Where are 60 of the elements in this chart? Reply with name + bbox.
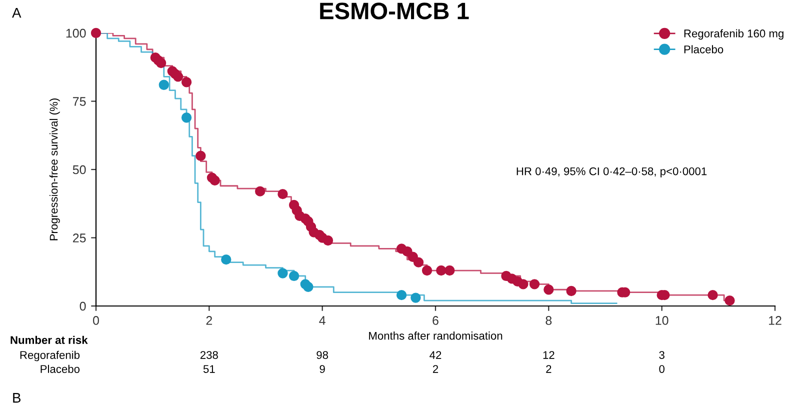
text: 9	[320, 365, 325, 373]
text: Placebo	[40, 364, 80, 373]
point	[158, 80, 169, 90]
point	[422, 265, 432, 276]
point	[196, 150, 206, 161]
text: Number at risk	[10, 336, 88, 344]
point	[181, 112, 192, 123]
point	[172, 72, 184, 82]
text: 51	[203, 365, 215, 373]
y-tick-label: 0	[80, 302, 86, 311]
point	[255, 186, 266, 196]
text: Regorafenib	[20, 350, 80, 362]
text: 0	[659, 365, 664, 373]
text: 3	[659, 351, 664, 359]
y-tick-label: 100	[66, 28, 86, 38]
x-tick-label: 4	[319, 316, 326, 325]
point	[436, 265, 446, 276]
legend-label: Regorafenib 160 mg	[684, 29, 784, 40]
point	[156, 58, 166, 68]
point	[529, 279, 540, 290]
point	[181, 77, 192, 88]
point	[410, 292, 421, 303]
text: 238	[200, 351, 218, 359]
point	[221, 254, 232, 265]
x-axis-title: Months after randomisation	[369, 332, 502, 340]
point	[413, 257, 424, 268]
x-tick-label: 6	[432, 316, 438, 325]
point	[396, 290, 407, 300]
text: 98	[316, 351, 328, 359]
point	[322, 235, 334, 246]
text: 2	[432, 365, 438, 373]
text: A	[12, 8, 22, 18]
text: B	[13, 393, 21, 403]
annotation: HR 0·49, 95% CI 0·42–0·58, p<0·0001	[516, 167, 707, 178]
point	[288, 270, 300, 282]
point	[90, 28, 102, 38]
x-tick-label: 0	[93, 316, 99, 325]
point	[708, 290, 718, 300]
text: 12	[543, 351, 554, 359]
y-tick-label: 25	[73, 234, 86, 242]
point	[518, 279, 528, 290]
x-tick-label: 10	[656, 316, 668, 325]
point	[566, 286, 576, 296]
x-tick-label: 8	[546, 316, 552, 325]
y-tick-label: 50	[72, 165, 86, 174]
point	[544, 284, 554, 295]
point	[210, 175, 220, 186]
text: 2	[546, 365, 552, 373]
point	[278, 188, 288, 200]
point	[724, 295, 735, 306]
y-tick-label: 75	[73, 97, 86, 106]
point	[278, 268, 288, 278]
x-tick-label: 2	[206, 316, 212, 325]
point	[444, 265, 455, 276]
text: 42	[430, 351, 442, 359]
chart-title: ESMO-MCB 1	[320, 2, 469, 20]
x-tick-label: 12	[769, 316, 782, 325]
legend-label: Placebo	[684, 45, 724, 54]
point	[303, 282, 314, 292]
y-axis-title: Progression-free survival (%)	[50, 98, 60, 240]
